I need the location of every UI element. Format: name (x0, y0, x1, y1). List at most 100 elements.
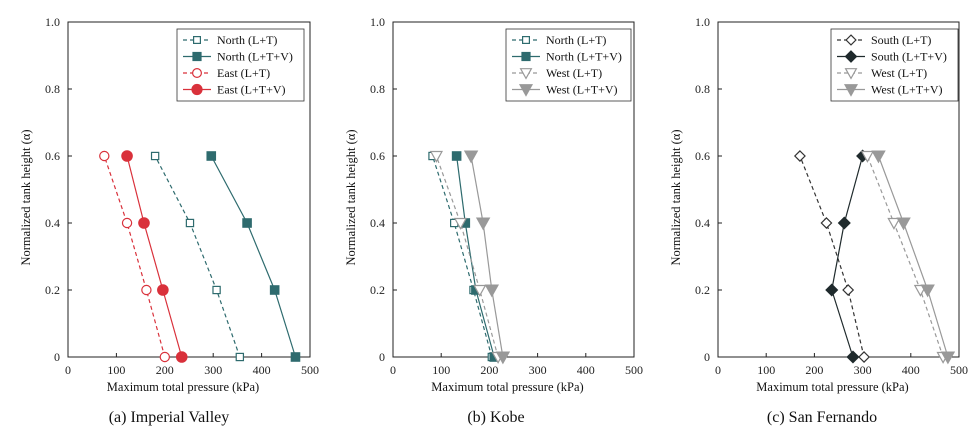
y-tick-label: 0.8 (370, 82, 385, 96)
data-point (940, 351, 956, 365)
x-tick-label: 500 (301, 363, 319, 377)
data-point (484, 284, 500, 298)
y-tick-label: 0.2 (45, 283, 60, 297)
legend-marker (845, 34, 857, 46)
series-line (470, 155, 504, 358)
legend-label: East (L+T+V) (217, 83, 286, 97)
data-point (793, 150, 806, 162)
plot-frame (717, 21, 960, 358)
data-point (463, 150, 479, 164)
series-line (799, 155, 865, 358)
data-point (235, 352, 245, 362)
x-tick-label: 200 (480, 363, 498, 377)
legend-label: North (L+T) (217, 33, 277, 47)
chart-caption-c: (c) San Fernando (766, 409, 878, 426)
data-point (212, 285, 221, 295)
legend-marker (844, 68, 858, 80)
data-point (453, 217, 468, 230)
legend-marker (191, 83, 203, 96)
series-south-l-t-v (825, 149, 870, 364)
y-tick-label: 0.8 (695, 82, 710, 96)
chart-a: 0 100 200 300 400 500 0 0.2 0.4 0.6 0.8 1.0 Maximum … (19, 15, 319, 394)
data-point (150, 151, 160, 161)
legend-label: West (L+T+V) (546, 83, 618, 97)
x-tick-label: 200 (805, 363, 823, 377)
legend: North (L+T) North (L+T+V) East (L+T) East (… (176, 28, 305, 102)
y-tick-label: 0.4 (695, 216, 710, 230)
legend-marker (192, 51, 202, 62)
y-axis-label: Normalized tank height (α) (19, 129, 33, 265)
series-line (210, 155, 297, 358)
x-tick-label: 500 (950, 363, 968, 377)
data-point (185, 218, 195, 228)
x-tick-label: 500 (625, 363, 643, 377)
y-tick-label: 1.0 (370, 15, 385, 29)
series-line (456, 155, 495, 358)
data-point (429, 150, 443, 163)
data-point (871, 150, 886, 164)
legend-label: West (L+T) (546, 66, 602, 80)
x-tick-label: 400 (253, 363, 271, 377)
x-tick-label: 300 (204, 363, 222, 377)
x-tick-label: 400 (902, 363, 920, 377)
x-tick-label: 0 (390, 363, 396, 377)
series-west-l-t-v (463, 150, 511, 365)
legend-marker (518, 84, 534, 97)
x-tick-label: 300 (529, 363, 547, 377)
legend-marker (519, 68, 533, 80)
y-tick-label: 1.0 (45, 15, 60, 29)
series-east-l-t-v (121, 150, 188, 363)
y-axis-label: Normalized tank height (α) (669, 129, 683, 265)
x-tick-label: 100 (757, 363, 775, 377)
chart-caption-b: (b) Kobe (467, 409, 525, 426)
legend-marker (522, 35, 531, 44)
chart-caption-a: (a) Imperial Valley (108, 409, 230, 426)
data-point (887, 217, 901, 230)
legend-label: North (L+T+V) (546, 50, 622, 64)
chart-panel-c: 0 100 200 300 400 500 0 0.2 0.4 0.6 0.8 1.0 Maximum … (652, 0, 979, 437)
y-tick-label: 0.6 (370, 149, 385, 163)
series-line (154, 155, 241, 358)
data-point (860, 150, 875, 163)
x-tick-label: 400 (577, 363, 595, 377)
series-north-l-t (150, 151, 245, 362)
y-axis-label: Normalized tank height (α) (344, 129, 358, 265)
x-tick-label: 300 (854, 363, 872, 377)
legend-marker (521, 51, 531, 62)
series-line (877, 155, 949, 358)
series-line (126, 155, 183, 358)
data-point (846, 350, 860, 364)
series-north-l-t (428, 151, 497, 362)
y-tick-label: 0 (704, 350, 710, 364)
chart-b: 0 100 200 300 400 500 0 0.2 0.4 0.6 0.8 1.0 Maximum … (344, 15, 643, 394)
y-tick-label: 1.0 (695, 15, 710, 29)
series-line (435, 155, 499, 358)
series-west-l-t (860, 150, 950, 364)
legend: North (L+T) North (L+T+V) West (L+T) West (… (505, 28, 632, 102)
legend-label: North (L+T) (546, 33, 606, 47)
x-axis-label: Maximum total pressure (kPa) (431, 380, 583, 394)
series-east-l-t (99, 150, 170, 363)
data-point (159, 351, 170, 363)
x-tick-label: 200 (156, 363, 174, 377)
y-tick-label: 0 (54, 350, 60, 364)
legend-label: East (L+T) (217, 66, 270, 80)
series-line (866, 155, 944, 358)
data-point (858, 351, 870, 363)
data-point (896, 217, 911, 231)
plot-frame (67, 21, 311, 358)
data-point (920, 284, 935, 298)
plot-frame (392, 21, 635, 358)
data-point (138, 217, 150, 229)
data-point (290, 352, 301, 362)
y-tick-label: 0 (379, 350, 385, 364)
x-tick-label: 100 (107, 363, 125, 377)
y-tick-label: 0.8 (45, 82, 60, 96)
legend-marker (193, 35, 202, 44)
legend-label: West (L+T) (871, 66, 927, 80)
data-point (121, 150, 133, 162)
data-point (242, 218, 252, 228)
chart-panel-a: 0 100 200 300 400 500 0 0.2 0.4 0.6 0.8 1.0 Maximum … (0, 0, 326, 437)
legend-label: South (L+T+V) (871, 50, 947, 64)
legend-marker (192, 67, 203, 78)
